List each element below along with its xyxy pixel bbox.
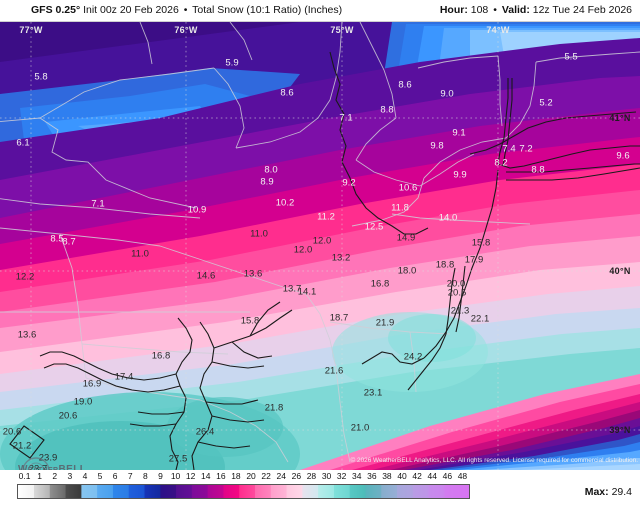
hour-label: Hour: xyxy=(439,4,468,16)
colorbar-tick-label: 16 xyxy=(216,471,226,481)
colorbar-tick-label: 38 xyxy=(382,471,392,481)
valid-value: 12z Tue 24 Feb 2026 xyxy=(532,4,632,16)
colorbar-area: 0.1 1 2 3 4 5 6 7 8 9 10 12 14 16 18 20 22 24 26 28 30 32 34 36… xyxy=(0,470,640,525)
field-name: Total Snow (10:1 Ratio) (Inches) xyxy=(192,4,343,16)
header-left-text: GFS 0.25° Init 00z 20 Feb 2026 • Total S… xyxy=(31,4,342,16)
colorbar-tick-label: 3 xyxy=(67,471,73,481)
colorbar-tick-label: 0.1 xyxy=(18,471,31,481)
colorbar-tick-label: 2 xyxy=(52,471,58,481)
state-boundaries xyxy=(0,22,640,463)
colorbar-tick-label: 5 xyxy=(97,471,103,481)
map-svg xyxy=(0,22,640,470)
colorbar-tick-label: 14 xyxy=(201,471,211,481)
colorbar-gradient[interactable] xyxy=(17,484,470,499)
header-right-text: Hour: 108 • Valid: 12z Tue 24 Feb 2026 xyxy=(440,4,632,16)
colorbar-tick-label: 44 xyxy=(427,471,437,481)
colorbar-tick-label: 28 xyxy=(306,471,317,481)
colorbar-tick-label: 4 xyxy=(82,471,88,481)
colorbar-ticks: 0.1 1 2 3 4 5 6 7 8 9 10 12 14 16 18 20 22 24 26 28 30 32 34 36… xyxy=(0,470,640,483)
colorbar-tick-label: 34 xyxy=(352,471,362,481)
hour-value: 108 xyxy=(470,4,489,16)
colorbar-tick-label: 1 xyxy=(37,471,43,481)
colorbar-tick-label: 40 xyxy=(397,471,407,481)
colorbar-tick-label: 48 xyxy=(457,471,468,481)
max-value-readout: Max: 29.4 xyxy=(585,486,632,498)
graticule-lines xyxy=(0,22,640,470)
header-bar: GFS 0.25° Init 00z 20 Feb 2026 • Total S… xyxy=(0,0,640,22)
colorbar-tick-label: 26 xyxy=(291,471,302,481)
contour-bands xyxy=(0,22,640,470)
contour-fill-group xyxy=(0,22,640,470)
colorbar-tick-label: 6 xyxy=(112,471,118,481)
max-value: 29.4 xyxy=(611,486,632,498)
init-time: Init 00z 20 Feb 2026 xyxy=(83,4,179,16)
max-label: Max: xyxy=(584,486,609,498)
colorbar-tick-label: 24 xyxy=(276,471,286,481)
colorbar-tick-label: 20 xyxy=(246,471,256,481)
map-canvas[interactable]: 77°W 76°W 75°W 74°W 41°N 40°N 39°N 5.8 5.9 8.6 8.… xyxy=(0,22,640,470)
colorbar-tick-label: 8 xyxy=(142,471,148,481)
model-name: GFS 0.25° xyxy=(31,4,81,16)
colorbar-tick-label: 12 xyxy=(185,471,196,481)
colorbar-tick-label: 46 xyxy=(442,471,453,481)
colorbar-tick-label: 10 xyxy=(170,471,181,481)
coastline xyxy=(9,51,640,470)
colorbar-tick-label: 9 xyxy=(158,471,163,481)
colorbar-tick-label: 42 xyxy=(412,471,422,481)
colorbar-tick-label: 18 xyxy=(231,471,241,481)
header-bullet-1: • xyxy=(183,4,188,16)
valid-label: Valid: xyxy=(501,4,530,16)
colorbar-tick-label: 22 xyxy=(261,471,271,481)
colorbar-tick-label: 36 xyxy=(367,471,377,481)
colorbar-swatches xyxy=(18,485,469,498)
colorbar-tick-label: 30 xyxy=(321,471,332,481)
colorbar-tick-label: 7 xyxy=(127,471,133,481)
colorbar-tick-label: 32 xyxy=(336,471,347,481)
header-bullet-2: • xyxy=(493,4,497,16)
